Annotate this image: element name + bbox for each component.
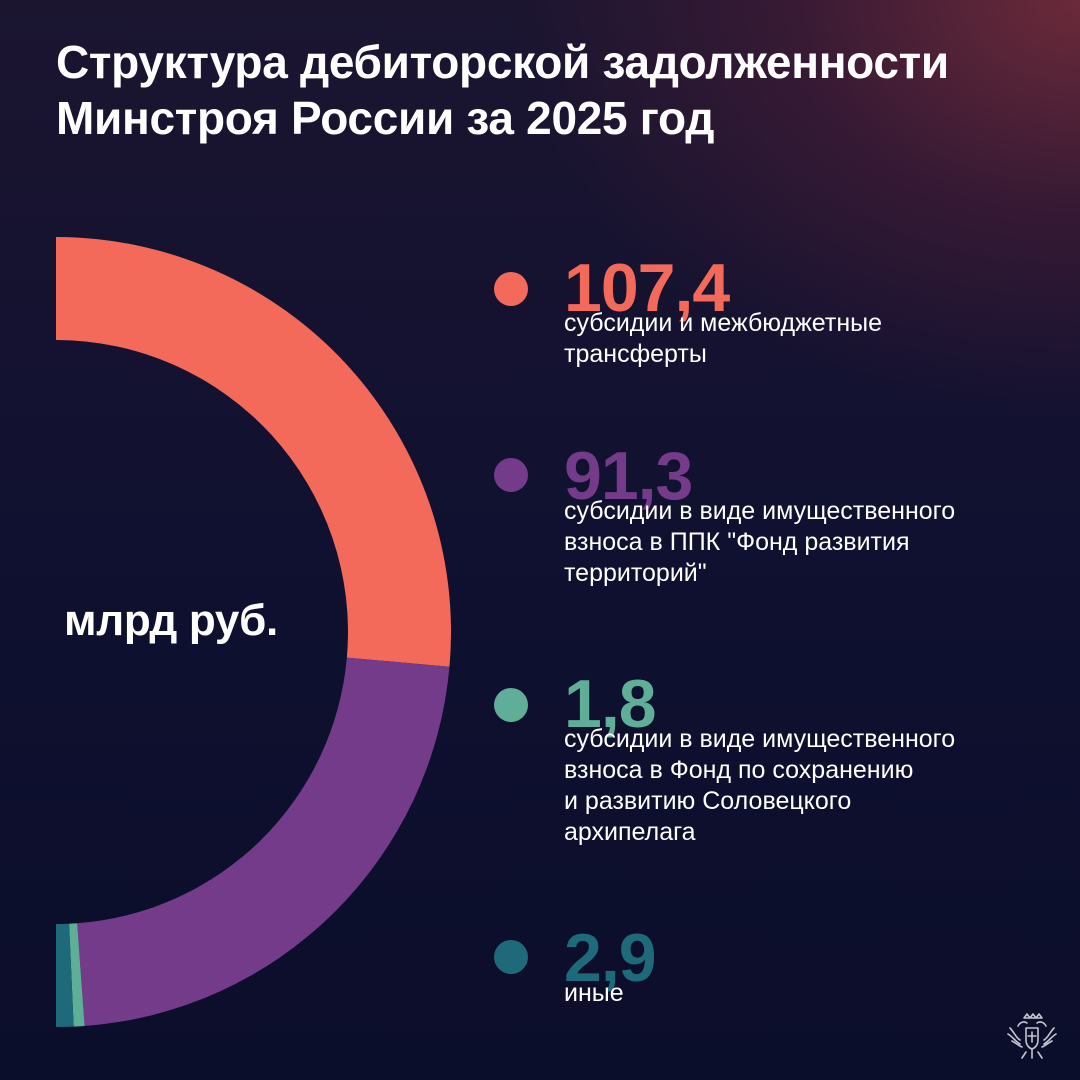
legend-dot — [494, 458, 528, 492]
legend-value: 107,4 — [564, 250, 730, 326]
slice-subsidies-transfers — [56, 237, 452, 667]
legend-value: 1,8 — [564, 666, 657, 742]
title-line-1: Структура дебиторской задолженности — [56, 36, 949, 88]
legend-description: иные — [564, 979, 624, 1007]
slice-solovki-fund — [69, 923, 85, 1027]
legend-dot — [494, 688, 528, 722]
slice-fund-territories — [77, 657, 450, 1026]
page-title: Структура дебиторской задолженности Минс… — [56, 34, 1056, 146]
legend-value: 2,9 — [564, 920, 657, 996]
legend-value: 91,3 — [564, 438, 693, 514]
slice-other — [56, 923, 74, 1027]
legend-dot — [494, 272, 528, 306]
unit-label: млрд руб. — [64, 596, 278, 645]
double-headed-eagle-emblem-icon — [1007, 1013, 1057, 1059]
legend-description: субсидии в виде имущественного взноса в … — [564, 497, 956, 587]
legend-description: субсидии в виде имущественного взноса в … — [564, 725, 956, 846]
legend-description: субсидии и межбюджетные трансферты — [564, 309, 883, 368]
title-line-2: Минстроя России за 2025 год — [56, 92, 715, 144]
legend-dot — [494, 940, 528, 974]
